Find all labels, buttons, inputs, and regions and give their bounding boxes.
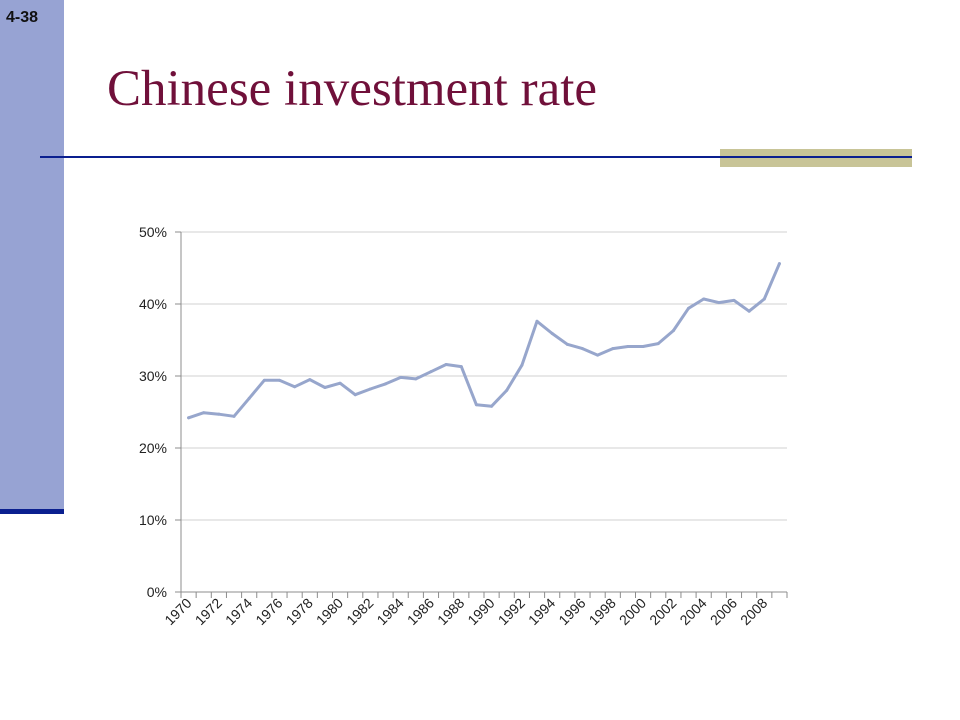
title-rule-overlay	[720, 156, 912, 158]
x-tick-label: 1974	[222, 595, 255, 628]
x-tick-label: 1972	[192, 595, 225, 628]
data-point	[535, 319, 539, 323]
data-point	[414, 377, 418, 381]
data-point	[656, 342, 660, 346]
data-point	[277, 378, 281, 382]
data-point	[202, 411, 206, 415]
slide-title: Chinese investment rate	[107, 61, 598, 117]
x-tick-label: 2006	[707, 595, 740, 628]
x-tick-label: 1990	[464, 595, 497, 628]
data-point	[459, 365, 463, 369]
data-point	[353, 393, 357, 397]
title-rule	[40, 156, 912, 158]
data-point	[444, 362, 448, 366]
data-point	[641, 344, 645, 348]
x-tick-label: 1978	[283, 595, 316, 628]
data-point	[262, 378, 266, 382]
data-point	[429, 370, 433, 374]
data-point	[187, 416, 191, 420]
x-tick-label: 1992	[495, 595, 528, 628]
y-tick-label: 50%	[139, 224, 167, 240]
x-tick-label: 1996	[555, 595, 588, 628]
y-tick-label: 0%	[147, 584, 167, 600]
y-tick-label: 20%	[139, 440, 167, 456]
data-point	[732, 298, 736, 302]
x-tick-label: 2002	[646, 595, 679, 628]
x-tick-label: 2004	[676, 595, 709, 628]
data-point	[626, 344, 630, 348]
data-point	[217, 412, 221, 416]
data-point	[505, 388, 509, 392]
y-tick-label: 10%	[139, 512, 167, 528]
data-point	[550, 332, 554, 336]
data-point	[232, 414, 236, 418]
data-point	[762, 297, 766, 301]
data-point	[247, 396, 251, 400]
x-tick-label: 1984	[373, 595, 406, 628]
slide-number: 4-38	[6, 9, 39, 26]
data-point	[671, 329, 675, 333]
side-bar-underline	[0, 509, 64, 514]
x-tick-label: 1976	[252, 595, 285, 628]
data-point	[368, 387, 372, 391]
x-tick-label: 1988	[434, 595, 467, 628]
data-point	[596, 353, 600, 357]
data-point	[717, 301, 721, 305]
data-point	[308, 378, 312, 382]
side-accent-bar	[0, 0, 64, 512]
data-point	[384, 382, 388, 386]
y-tick-label: 30%	[139, 368, 167, 384]
data-point	[399, 375, 403, 379]
x-tick-label: 1980	[313, 595, 346, 628]
title-accent-block	[720, 149, 912, 167]
x-tick-label: 1986	[404, 595, 437, 628]
data-point	[490, 404, 494, 408]
data-point	[474, 403, 478, 407]
x-tick-label: 1998	[586, 595, 619, 628]
data-point	[687, 306, 691, 310]
data-point	[323, 386, 327, 390]
x-tick-label: 2000	[616, 595, 649, 628]
data-point	[702, 297, 706, 301]
y-tick-label: 40%	[139, 296, 167, 312]
data-point	[580, 347, 584, 351]
x-tick-label: 2008	[737, 595, 770, 628]
data-point	[338, 381, 342, 385]
x-tick-label: 1982	[343, 595, 376, 628]
data-point	[565, 342, 569, 346]
x-tick-label: 1994	[525, 595, 558, 628]
series-line	[187, 262, 781, 420]
data-point	[777, 262, 781, 266]
data-point	[611, 347, 615, 351]
data-point	[747, 309, 751, 313]
data-point	[293, 385, 297, 389]
data-point	[520, 363, 524, 367]
